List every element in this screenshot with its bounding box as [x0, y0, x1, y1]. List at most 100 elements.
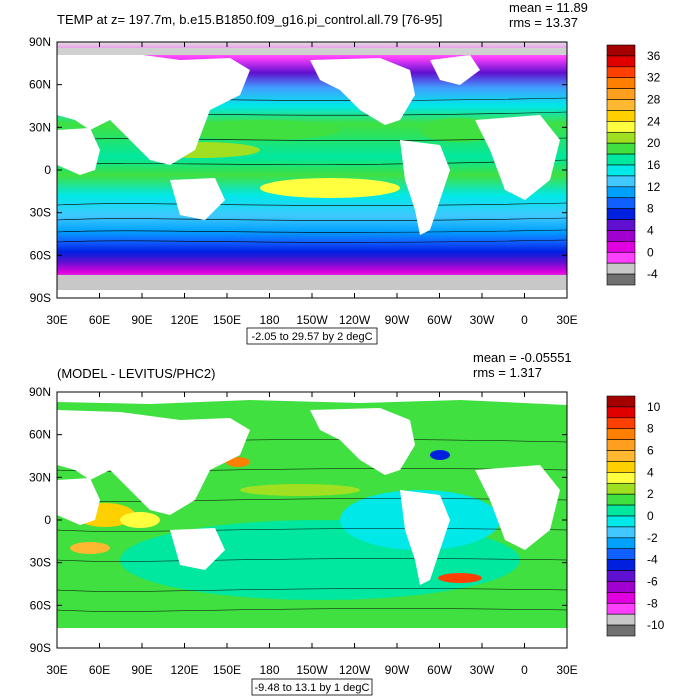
- bottom-lat-axis: 90N 60N 30N 0 30S 60S 90S: [29, 385, 567, 655]
- top-panel: TEMP at z= 197.7m, b.e15.B1850.f09_g16.p…: [29, 0, 661, 345]
- colorbar-swatch: [606, 548, 636, 560]
- lon-label: 0: [521, 313, 528, 327]
- colorbar-swatch: [606, 186, 636, 199]
- colorbar-swatch: [606, 175, 636, 188]
- colorbar-swatch: [606, 121, 636, 133]
- lat-label: 90S: [30, 291, 51, 305]
- top-title: TEMP at z= 197.7m, b.e15.B1850.f09_g16.p…: [57, 12, 442, 27]
- colorbar-label: 32: [647, 71, 661, 85]
- colorbar-label: -4: [647, 553, 658, 567]
- colorbar-label: 8: [647, 202, 654, 216]
- colorbar-label: 10: [647, 400, 661, 414]
- colorbar-label: 2: [647, 487, 654, 501]
- colorbar-label: 20: [647, 136, 661, 150]
- lon-label: 30W: [470, 313, 495, 327]
- colorbar-label: -8: [647, 596, 658, 610]
- colorbar-swatch: [606, 537, 636, 550]
- colorbar-swatch: [606, 559, 636, 571]
- lat-label: 90N: [29, 385, 51, 399]
- colorbar-swatch: [606, 208, 636, 220]
- bottom-panel: (MODEL - LEVITUS/PHC2) mean = -0.05551 r…: [29, 350, 665, 696]
- colorbar-label: 0: [647, 509, 654, 523]
- lat-label: 60N: [29, 78, 51, 92]
- colorbar-swatch: [606, 613, 636, 626]
- colorbar-swatch: [606, 88, 636, 100]
- colorbar-swatch: [606, 472, 636, 484]
- lon-label: 90E: [131, 663, 152, 677]
- lon-label: 120E: [170, 663, 198, 677]
- colorbar-swatch: [606, 515, 636, 528]
- lon-label: 30E: [556, 663, 577, 677]
- colorbar-label: 4: [647, 223, 654, 237]
- lat-label: 30N: [29, 470, 51, 484]
- colorbar-swatch: [606, 395, 636, 408]
- top-colorbar: 36 32 28 24 20 16 12 8 4 0 -4: [606, 44, 661, 286]
- colorbar-label: 12: [647, 180, 661, 194]
- colorbar-swatch: [606, 406, 636, 419]
- colorbar-swatch: [606, 44, 636, 57]
- lat-label: 0: [44, 513, 51, 527]
- lat-label: 90N: [29, 35, 51, 49]
- lon-label: 30E: [46, 663, 67, 677]
- lon-label: 90E: [131, 313, 152, 327]
- colorbar-label: 16: [647, 158, 661, 172]
- lat-label: 0: [44, 163, 51, 177]
- colorbar-swatch: [606, 251, 636, 264]
- colorbar-swatch: [606, 66, 636, 79]
- colorbar-swatch: [606, 55, 636, 68]
- lat-label: 60S: [30, 598, 51, 612]
- top-range-label: -2.05 to 29.57 by 2 degC: [251, 331, 372, 343]
- colorbar-label: 36: [647, 49, 661, 63]
- colorbar-label: 28: [647, 93, 661, 107]
- colorbar-swatch: [606, 131, 636, 144]
- colorbar-label: 8: [647, 422, 654, 436]
- lon-label: 0: [521, 663, 528, 677]
- lon-label: 120W: [339, 313, 371, 327]
- lon-label: 120W: [339, 663, 371, 677]
- lon-label: 90W: [385, 663, 410, 677]
- colorbar-label: -6: [647, 574, 658, 588]
- lon-label: 150W: [296, 313, 328, 327]
- colorbar-label: 6: [647, 444, 654, 458]
- colorbar-swatch: [606, 164, 636, 177]
- lon-label: 150W: [296, 663, 328, 677]
- colorbar-label: 24: [647, 114, 661, 128]
- colorbar-swatch: [606, 219, 636, 231]
- lon-label: 60W: [427, 663, 452, 677]
- bottom-title: (MODEL - LEVITUS/PHC2): [57, 366, 215, 381]
- colorbar-swatch: [606, 230, 636, 242]
- lon-label: 150E: [213, 663, 241, 677]
- colorbar-swatch: [606, 624, 636, 637]
- colorbar-swatch: [606, 570, 636, 582]
- lon-label: 30W: [470, 663, 495, 677]
- colorbar-swatch: [606, 461, 636, 473]
- bottom-map-field: [57, 392, 567, 648]
- colorbar-swatch: [606, 450, 636, 462]
- top-lat-axis: 90N 60N 30N 0 30S 60S 90S: [29, 35, 567, 305]
- colorbar-swatch: [606, 417, 636, 430]
- colorbar-swatch: [606, 142, 636, 155]
- colorbar-label: -2: [647, 531, 658, 545]
- bottom-rms: rms = 1.317: [473, 365, 542, 380]
- lon-label: 120E: [170, 313, 198, 327]
- bottom-lon-axis: 30E 60E 90E 120E 150E 180 150W 120W 90W 60W 30W 0 30…: [46, 392, 578, 677]
- colorbar-swatch: [606, 602, 636, 615]
- colorbar-swatch: [606, 110, 636, 122]
- colorbar-swatch: [606, 439, 636, 451]
- lat-label: 60S: [30, 248, 51, 262]
- lon-label: 60E: [89, 663, 110, 677]
- bottom-colorbar: 10 8 6 4 2 0 -2 -4 -6 -8 -10: [606, 395, 665, 637]
- top-lon-axis: 30E 60E 90E 120E 150E 180 150W 120W 90W 60W 30W 0 30…: [46, 42, 578, 327]
- colorbar-swatch: [606, 197, 636, 209]
- colorbar-swatch: [606, 482, 636, 495]
- lat-label: 90S: [30, 641, 51, 655]
- bottom-range-box: [251, 678, 373, 696]
- lon-label: 30E: [46, 313, 67, 327]
- top-mean: mean = 11.89: [509, 0, 588, 15]
- lat-label: 30S: [30, 556, 51, 570]
- colorbar-swatch: [606, 273, 636, 286]
- colorbar-swatch: [606, 592, 636, 604]
- lat-label: 30N: [29, 120, 51, 134]
- colorbar-swatch: [606, 493, 636, 506]
